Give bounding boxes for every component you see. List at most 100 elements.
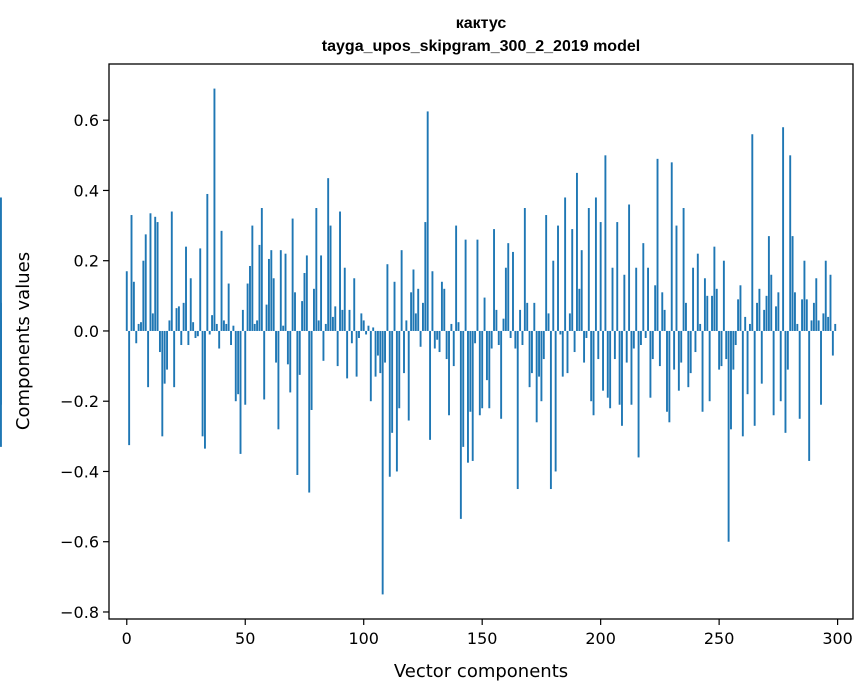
bar xyxy=(182,302,185,331)
bar xyxy=(353,278,356,331)
y-tick-label: 0.0 xyxy=(74,322,99,341)
bar xyxy=(500,330,503,419)
bar xyxy=(414,313,417,331)
bar xyxy=(777,292,780,331)
x-tick-label: 50 xyxy=(235,629,255,648)
bar xyxy=(149,213,152,331)
bar xyxy=(251,225,254,331)
bar xyxy=(130,215,133,331)
bar xyxy=(497,330,500,346)
bar xyxy=(317,320,320,331)
y-tick-label: −0.8 xyxy=(60,603,99,622)
bar xyxy=(512,251,514,331)
bar xyxy=(794,292,796,331)
bar xyxy=(331,316,334,331)
bar xyxy=(786,330,789,370)
bar xyxy=(540,330,543,402)
bar xyxy=(410,292,413,331)
bar xyxy=(462,330,465,447)
bar xyxy=(739,285,742,331)
bar xyxy=(282,325,285,331)
bar xyxy=(358,330,360,338)
bar xyxy=(329,225,332,331)
x-tick-label: 150 xyxy=(467,629,498,648)
y-tick-label: −0.6 xyxy=(60,533,99,552)
bar xyxy=(483,297,486,331)
bar xyxy=(156,222,159,331)
bar xyxy=(137,323,140,331)
bar xyxy=(369,330,372,402)
bar xyxy=(654,285,657,331)
bar xyxy=(732,330,735,370)
bar xyxy=(140,322,142,331)
x-tick-label: 250 xyxy=(704,629,735,648)
bar xyxy=(244,330,247,405)
bar xyxy=(545,215,548,331)
bar xyxy=(488,330,491,409)
bar xyxy=(663,309,666,331)
bar xyxy=(746,330,749,395)
bar xyxy=(185,246,187,331)
bar xyxy=(249,265,251,331)
bar xyxy=(474,330,477,344)
bar xyxy=(680,330,683,363)
bar xyxy=(322,330,325,361)
bar xyxy=(298,330,301,375)
x-tick-label: 200 xyxy=(585,629,616,648)
bar xyxy=(481,330,484,409)
bar xyxy=(580,250,583,331)
bar xyxy=(320,255,323,331)
bar xyxy=(519,309,522,331)
bar xyxy=(291,218,294,331)
bar xyxy=(649,330,652,398)
bar xyxy=(696,253,699,331)
bar xyxy=(263,330,266,400)
bar xyxy=(237,330,240,395)
bar xyxy=(194,330,197,338)
bar xyxy=(211,315,214,331)
bar xyxy=(621,330,623,426)
bar xyxy=(376,330,379,356)
bar xyxy=(147,330,150,388)
bar xyxy=(590,330,593,402)
bar xyxy=(706,295,709,331)
bar xyxy=(334,306,337,331)
x-axis-label: Vector components xyxy=(394,661,568,682)
bar xyxy=(201,330,204,437)
bar xyxy=(393,281,396,331)
bar xyxy=(753,330,756,426)
bar xyxy=(128,330,131,446)
bar xyxy=(272,278,275,331)
bar xyxy=(168,320,171,331)
bar xyxy=(682,208,685,331)
bar xyxy=(493,229,495,331)
bar xyxy=(350,330,353,344)
bar xyxy=(516,330,519,490)
bar xyxy=(784,330,787,433)
bar xyxy=(625,330,628,363)
bar xyxy=(741,330,744,437)
bar xyxy=(294,292,296,331)
bar xyxy=(528,330,531,388)
bar xyxy=(438,330,441,353)
bar xyxy=(685,302,687,331)
bar xyxy=(355,330,358,377)
bar xyxy=(310,330,313,410)
bar xyxy=(284,253,287,331)
bar xyxy=(670,162,673,331)
bar xyxy=(367,325,370,331)
bar xyxy=(502,318,505,331)
bar xyxy=(336,330,339,367)
bar xyxy=(412,269,415,331)
bar xyxy=(154,216,157,331)
bar xyxy=(305,255,308,331)
x-tick-label: 100 xyxy=(348,629,379,648)
x-axis-ticks: 0 50 100 150 200 250 300 xyxy=(122,619,853,648)
bar xyxy=(668,330,671,423)
bar xyxy=(301,301,304,331)
bar xyxy=(573,330,576,353)
bar xyxy=(296,330,299,475)
bar xyxy=(751,134,754,331)
bar xyxy=(405,320,408,331)
bar xyxy=(521,330,524,346)
